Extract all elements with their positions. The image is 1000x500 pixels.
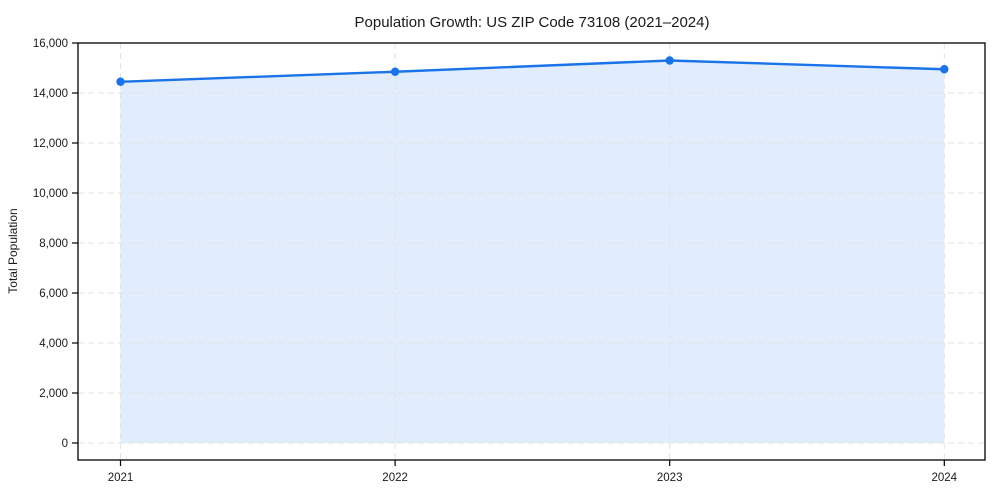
axes-box	[77, 42, 986, 461]
y-tick-label-8000: 8,000	[39, 238, 68, 250]
data-point-2023	[665, 56, 674, 65]
y-tick-label-6000: 6,000	[39, 288, 68, 300]
y-tick-label-2000: 2,000	[39, 388, 68, 400]
chart-title: Population Growth: US ZIP Code 73108 (20…	[355, 14, 710, 31]
area-fill	[120, 60, 945, 443]
y-tick-label-0: 0	[62, 438, 68, 450]
y-tick-label-10000: 10,000	[33, 188, 68, 200]
x-tick-label-2021: 2021	[108, 472, 134, 484]
y-tick-label-12000: 12,000	[33, 138, 68, 150]
x-tick-label-2022: 2022	[382, 472, 408, 484]
y-tick-label-16000: 16,000	[33, 38, 68, 50]
y-tick-label-4000: 4,000	[39, 338, 68, 350]
y-tick-label-14000: 14,000	[33, 88, 68, 100]
x-tick-label-2023: 2023	[657, 472, 683, 484]
x-tick-label-2024: 2024	[932, 472, 958, 484]
data-point-2024	[940, 65, 949, 74]
y-axis-label: Total Population	[6, 208, 20, 293]
data-point-2021	[116, 77, 125, 86]
population-line	[119, 59, 946, 83]
plot-area: 0 2,000 4,000 6,000 8,000 10,000 12,000 14,000 1…	[33, 38, 986, 484]
data-point-2022	[390, 67, 400, 76]
